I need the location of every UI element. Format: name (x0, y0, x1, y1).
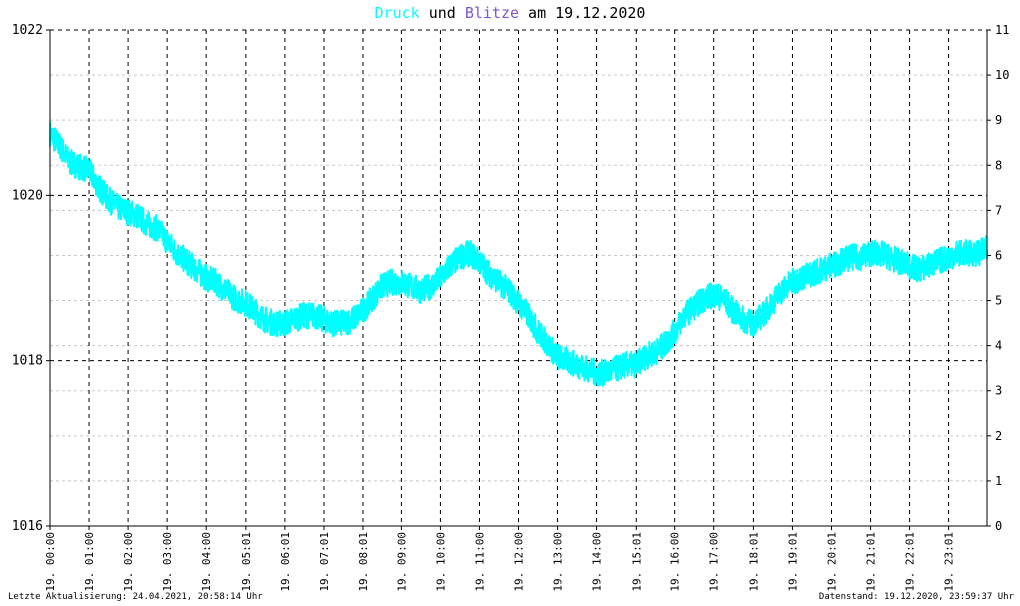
x-tick-label: 19. 00:00 (44, 532, 57, 592)
y-right-tick-label: 2 (995, 429, 1002, 443)
y-right-tick-label: 6 (995, 248, 1002, 262)
x-tick-label: 19. 21:01 (865, 532, 878, 592)
x-tick-label: 19. 15:01 (630, 532, 643, 592)
x-tick-label: 19. 13:00 (552, 532, 565, 592)
x-tick-label: 19. 14:00 (591, 532, 604, 592)
title-und: und (419, 4, 465, 22)
title-blitze: Blitze (464, 4, 520, 22)
x-tick-label: 19. 03:00 (161, 532, 174, 592)
y-right-tick-label: 7 (995, 203, 1002, 217)
x-tick-label: 19. 06:01 (279, 532, 292, 592)
y-left-tick-label: 1016 (12, 519, 43, 534)
x-tick-label: 19. 18:01 (747, 532, 760, 592)
y-right-tick-label: 10 (995, 68, 1009, 82)
x-tick-label: 19. 01:00 (83, 532, 96, 592)
footer-last-update: Letzte Aktualisierung: 24.04.2021, 20:58… (8, 592, 263, 602)
x-tick-label: 19. 20:01 (825, 532, 838, 592)
y-right-tick-label: 4 (995, 339, 1002, 353)
x-tick-label: 19. 08:01 (357, 532, 370, 592)
x-tick-label: 19. 11:00 (473, 532, 486, 592)
x-tick-label: 19. 05:01 (240, 532, 253, 592)
x-tick-label: 19. 02:00 (122, 532, 135, 592)
x-tick-label: 19. 10:00 (434, 532, 447, 592)
x-tick-label: 19. 07:01 (318, 532, 331, 592)
x-tick-label: 19. 23:01 (943, 532, 956, 592)
y-right-tick-label: 3 (995, 384, 1002, 398)
y-right-tick-label: 5 (995, 294, 1002, 308)
x-tick-label: 19. 12:00 (513, 532, 526, 592)
chart-title: Druck und Blitze am 19.12.2020 (0, 4, 1020, 22)
y-left-tick-label: 1018 (12, 354, 43, 369)
x-tick-label: 19. 09:00 (395, 532, 408, 592)
y-right-tick-label: 11 (995, 23, 1009, 37)
footer-data-status: Datenstand: 19.12.2020, 23:59:37 Uhr (818, 592, 1014, 602)
x-tick-label: 19. 22:01 (904, 532, 917, 592)
title-druck: Druck (374, 4, 420, 22)
title-date: am 19.12.2020 (519, 4, 646, 22)
tick-labels: 1016 1018 1020 1022 0 1 2 3 4 5 6 7 8 9 10 11 19. 00:00 1… (12, 23, 1010, 592)
y-right-tick-label: 0 (995, 519, 1002, 533)
x-tick-label: 19. 04:00 (200, 532, 213, 592)
y-left-tick-label: 1020 (12, 188, 43, 203)
y-right-tick-label: 8 (995, 158, 1002, 172)
x-tick-label: 19. 19:01 (786, 532, 799, 592)
y-right-tick-label: 1 (995, 474, 1002, 488)
series-layer (49, 121, 988, 388)
x-tick-label: 19. 17:00 (708, 532, 721, 592)
y-left-tick-label: 1022 (12, 23, 43, 38)
axes (46, 29, 991, 530)
series-druck-line (49, 121, 988, 388)
y-right-tick-label: 9 (995, 113, 1002, 127)
x-tick-label: 19. 16:00 (669, 532, 682, 592)
